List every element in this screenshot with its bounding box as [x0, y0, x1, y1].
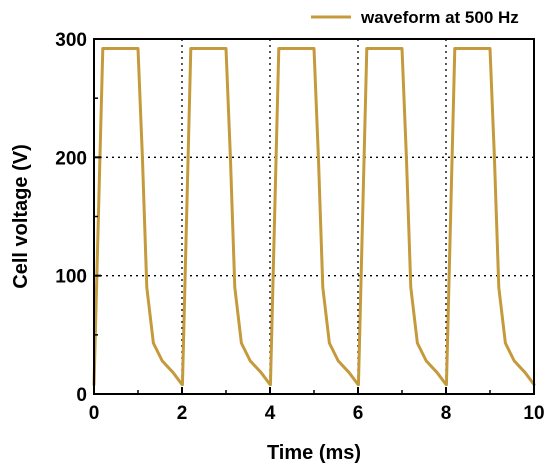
y-tick-label: 0 — [76, 385, 87, 406]
y-tick-label: 100 — [55, 267, 87, 288]
x-tick-label: 8 — [441, 403, 452, 424]
x-axis-label: Time (ms) — [267, 442, 361, 464]
x-tick-label: 2 — [177, 403, 188, 424]
legend-label: waveform at 500 Hz — [360, 8, 519, 27]
x-tick-label: 4 — [265, 403, 276, 424]
x-tick-label: 10 — [523, 403, 544, 424]
plot-frame — [93, 38, 535, 395]
x-tick-label: 6 — [353, 403, 364, 424]
series-line — [92, 46, 536, 387]
legend: waveform at 500 Hz — [311, 8, 519, 27]
y-tick-label: 300 — [55, 30, 87, 51]
series-layer — [92, 46, 536, 387]
x-tick-label: 0 — [89, 403, 100, 424]
grid-lines — [94, 39, 534, 394]
y-axis-label: Cell voltage (V) — [10, 144, 32, 288]
y-tick-label: 200 — [55, 148, 87, 169]
